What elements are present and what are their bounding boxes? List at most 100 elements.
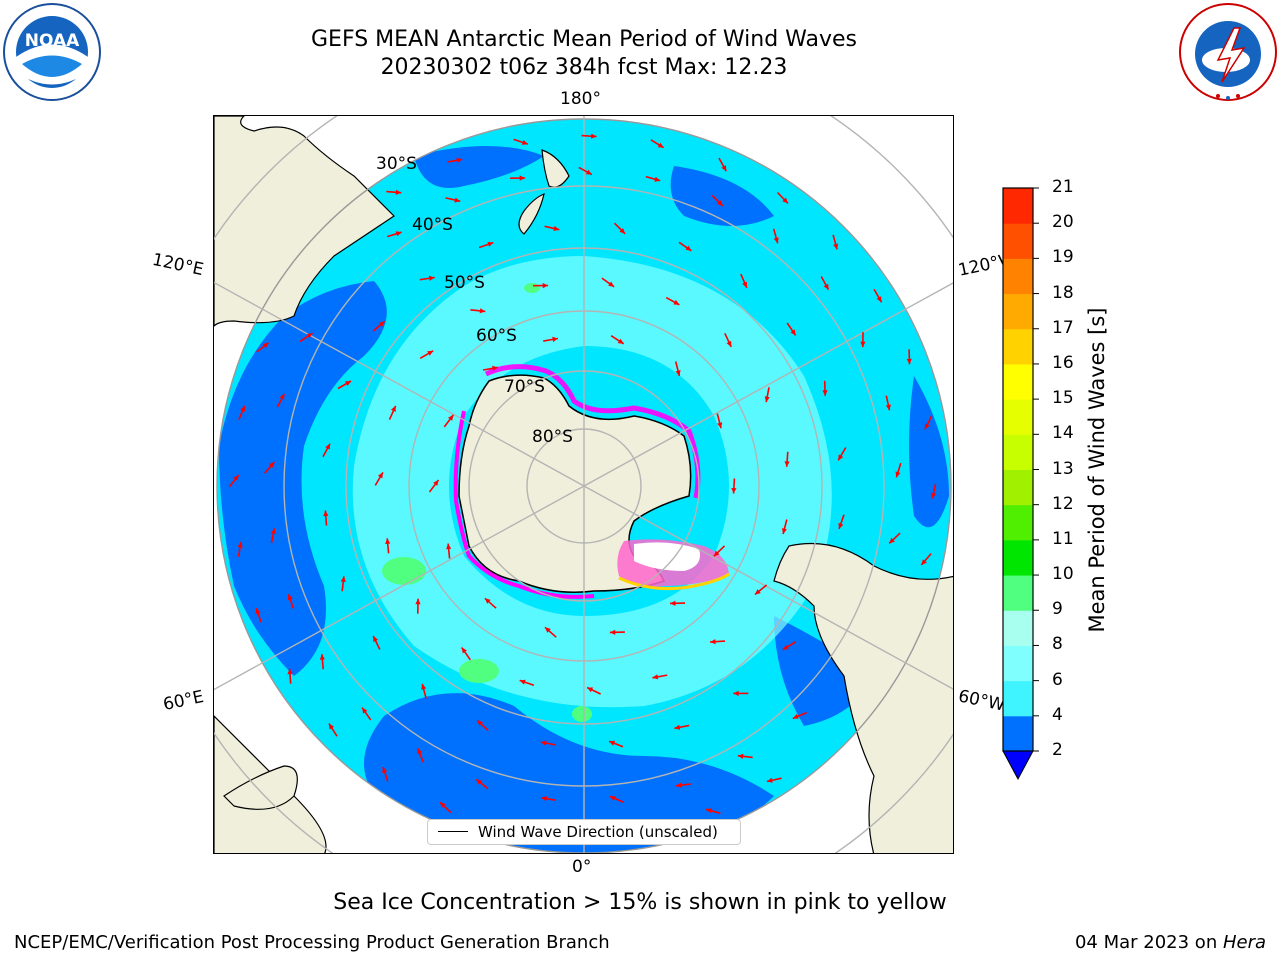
colorbar-band	[1003, 715, 1033, 752]
wave-direction-arrowhead	[545, 627, 551, 633]
wave-direction-arrowhead	[255, 608, 261, 615]
map-legend: Wind Wave Direction (unscaled)	[427, 819, 741, 845]
wave-direction-arrowhead	[790, 329, 796, 336]
wave-direction-arrowhead	[237, 541, 243, 548]
wave-direction-arrowhead	[553, 225, 560, 231]
wave-direction-arrowhead	[417, 748, 423, 755]
colorbar-tick-label: 4	[1052, 704, 1063, 725]
wave-direction-arrowhead	[461, 647, 467, 654]
sea-ice-weddell-core	[634, 542, 700, 571]
wave-direction-arrowhead	[924, 423, 930, 430]
legend-line-icon	[438, 831, 468, 832]
wave-direction-arrowhead	[385, 538, 391, 544]
green-patch-4	[524, 283, 540, 293]
colorbar-band	[1003, 188, 1033, 224]
wave-direction-arrowhead	[889, 537, 895, 544]
short-period-region-south	[364, 693, 774, 853]
wave-direction-arrowhead	[670, 600, 676, 606]
wave-direction-arrowhead	[838, 522, 844, 529]
wave-direction-arrowhead	[262, 342, 269, 349]
lon-label-60w: 60°W	[956, 686, 1007, 716]
colorbar-band	[1003, 680, 1033, 717]
wave-direction-arrowhead	[895, 471, 901, 478]
wave-direction-arrowhead	[415, 598, 421, 605]
green-patch-2	[459, 659, 499, 683]
colorbar-extend-arrow	[1002, 750, 1034, 781]
wave-direction-arrowhead	[652, 674, 659, 680]
wave-direction-arrowhead	[617, 338, 624, 344]
wave-direction-arrowhead	[766, 777, 773, 783]
colorbar-band	[1003, 363, 1033, 400]
colorbar-band	[1003, 434, 1033, 470]
colorbar	[1002, 187, 1039, 781]
wave-direction-arrowhead	[685, 245, 692, 251]
colorbar-tick-label: 20	[1052, 212, 1074, 233]
wave-direction-arrowhead	[487, 241, 494, 247]
wave-direction-arrowhead	[287, 594, 293, 601]
lat-label-70s: 70°S	[504, 377, 545, 397]
wave-direction-arrowhead	[378, 321, 385, 327]
long-period-region-ring	[352, 256, 832, 708]
wave-direction-arrowhead	[609, 740, 616, 746]
colorbar-band	[1003, 223, 1033, 259]
wave-direction-arrowhead	[427, 350, 434, 356]
colorbar-label: Mean Period of Wind Waves [s]	[1085, 307, 1109, 633]
wave-direction-arrowhead	[382, 767, 388, 773]
wave-direction-arrowhead	[476, 779, 483, 785]
wind-wave-arrows	[228, 133, 937, 841]
wave-direction-arrowhead	[921, 559, 927, 565]
colorbar-band	[1003, 504, 1033, 541]
wave-direction-arrowhead	[931, 492, 937, 499]
plot-subtitle: 20230302 t06z 384h fcst Max: 12.23	[380, 55, 788, 80]
wave-direction-arrowhead	[782, 197, 788, 204]
wave-direction-arrowhead	[519, 175, 526, 181]
wave-direction-arrowhead	[713, 550, 720, 557]
wave-direction-arrowhead	[885, 404, 891, 411]
colorbar-tick-label: 2	[1052, 740, 1063, 760]
wave-direction-arrowhead	[674, 724, 681, 730]
wave-direction-arrowhead	[395, 189, 402, 195]
short-period-region-north	[414, 146, 544, 188]
wave-direction-arrowhead	[542, 283, 549, 289]
colorbar-tick-label: 18	[1052, 282, 1074, 303]
wave-direction-arrowhead	[521, 139, 528, 145]
wave-direction-arrowhead	[287, 668, 293, 675]
wave-direction-arrowhead	[781, 528, 787, 534]
lon-label-60e: 60°E	[161, 686, 206, 716]
wave-direction-arrowhead	[823, 283, 829, 290]
footer-branch: NCEP/EMC/Verification Post Processing Pr…	[14, 932, 610, 953]
polar-map-canvas: 30°S 40°S 50°S 60°S 70°S 80°S	[214, 116, 953, 853]
colorbar-tick-label: 19	[1052, 247, 1074, 268]
nws-logo	[1179, 3, 1277, 101]
wave-direction-arrowhead	[325, 443, 330, 450]
wave-direction-arrowhead	[268, 461, 275, 468]
polar-map: 30°S 40°S 50°S 60°S 70°S 80°S Wind Wave …	[213, 115, 954, 854]
colorbar-tick-label: 14	[1052, 423, 1074, 444]
noaa-logo-text: NOAA	[25, 31, 80, 51]
colorbar-tick-label: 21	[1052, 177, 1074, 197]
wave-direction-arrowhead	[726, 340, 732, 347]
wave-direction-arrowhead	[587, 687, 594, 693]
madagascar-landmass	[223, 765, 298, 810]
noaa-logo: NOAA	[3, 3, 101, 101]
wave-direction-arrowhead	[755, 589, 761, 595]
wave-direction-arrowhead	[764, 396, 770, 403]
wave-direction-arrowhead	[860, 341, 866, 348]
colorbar-band	[1003, 328, 1033, 365]
colorbar-tick-label: 8	[1052, 634, 1063, 655]
wave-direction-arrowhead	[906, 358, 912, 365]
wave-direction-arrowhead	[609, 629, 616, 635]
wave-direction-arrowhead	[484, 598, 491, 604]
colorbar-tick-label: 15	[1052, 388, 1074, 409]
wave-direction-arrowhead	[428, 275, 435, 281]
wave-direction-arrowhead	[377, 472, 383, 479]
colorbar-band	[1003, 645, 1033, 682]
sea-ice-edge	[484, 364, 701, 499]
green-patch-3	[572, 706, 592, 722]
wave-direction-arrowhead	[654, 176, 661, 182]
wave-direction-arrowhead	[421, 683, 427, 690]
plot-title: GEFS MEAN Antarctic Mean Period of Wind …	[311, 27, 857, 52]
colorbar-band	[1003, 539, 1033, 576]
wave-direction-arrowhead	[782, 644, 789, 650]
wave-direction-arrowhead	[822, 390, 828, 396]
